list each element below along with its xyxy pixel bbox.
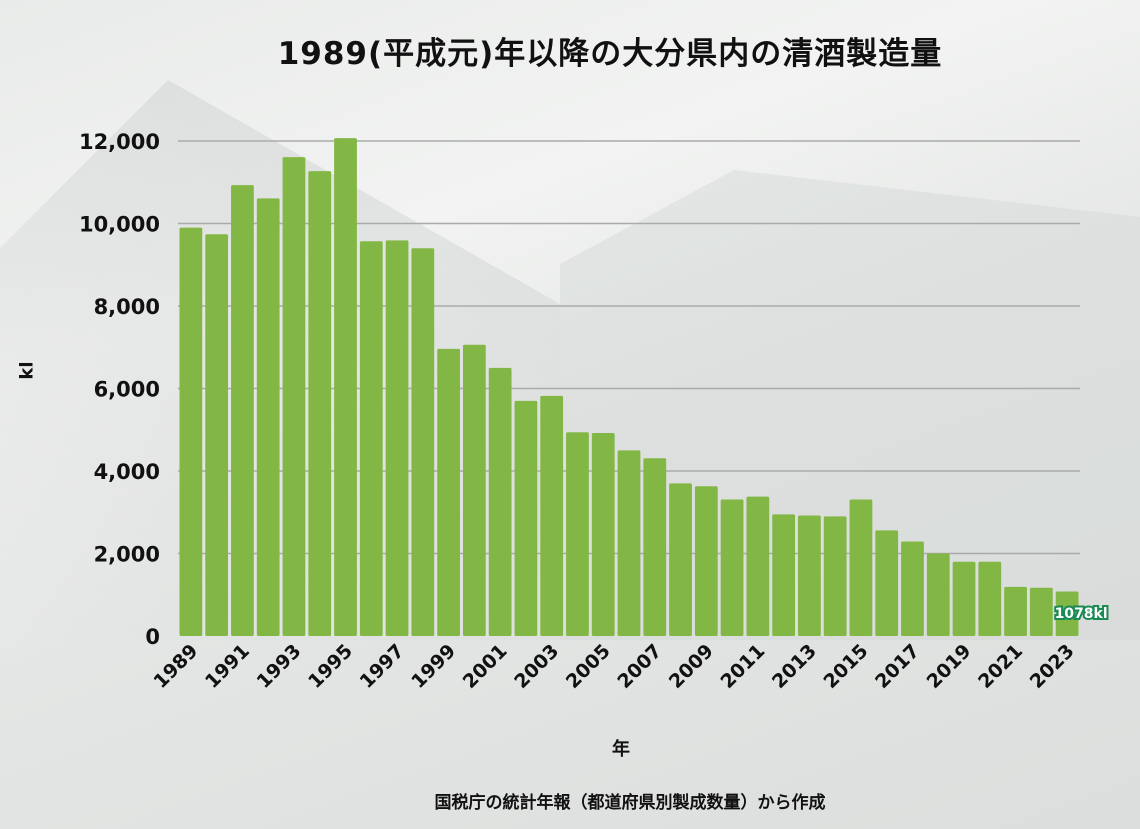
x-tick-label: 1997	[356, 640, 409, 693]
annotation-label: 1078kl	[1055, 606, 1108, 622]
y-tick-label: 4,000	[94, 460, 160, 484]
y-tick-label: 0	[145, 625, 160, 649]
bar-2002	[514, 400, 538, 636]
bar-2010	[720, 499, 744, 636]
bar-1989	[179, 227, 203, 636]
x-tick-label: 2021	[974, 640, 1027, 693]
bar-2019	[952, 561, 976, 636]
bar-1995	[334, 138, 357, 637]
bar-2004	[566, 432, 589, 636]
bar-1997	[385, 240, 409, 636]
bar-2005	[591, 433, 615, 636]
bar-1993	[282, 157, 306, 636]
bar-2011	[746, 496, 770, 636]
x-tick-label: 2005	[562, 640, 615, 693]
bar-1994	[308, 171, 332, 637]
x-tick-label: 2015	[820, 640, 873, 693]
y-tick-label: 2,000	[94, 543, 160, 567]
x-tick-label: 2009	[665, 640, 718, 693]
bar-1991	[231, 185, 254, 636]
bar-2007	[643, 458, 667, 636]
x-tick-label: 2011	[716, 640, 769, 693]
x-tick-label: 1991	[201, 640, 254, 693]
x-tick-label: 1993	[253, 640, 306, 693]
bar-2014	[823, 516, 847, 636]
bar-1990	[205, 234, 229, 636]
bar-2006	[617, 450, 641, 636]
x-tick-label: 2017	[871, 640, 924, 693]
x-tick-label: 2019	[923, 640, 976, 693]
bar-2009	[694, 486, 718, 636]
bar-2003	[540, 395, 564, 636]
bar-2015	[849, 499, 873, 636]
bar-2000	[462, 344, 486, 636]
x-axis-label: 年	[612, 739, 630, 760]
bar-2017	[901, 541, 924, 636]
x-tick-label: 2023	[1026, 640, 1079, 693]
y-tick-label: 6,000	[94, 378, 160, 402]
bar-1992	[256, 198, 280, 636]
x-tick-label: 2001	[459, 640, 512, 693]
bar-2021	[1004, 586, 1027, 636]
bar-2023	[1055, 591, 1079, 636]
bar-1998	[411, 248, 435, 636]
bar-2020	[978, 561, 1002, 636]
source-note: 国税庁の統計年報（都道府県別製成数量）から作成	[434, 793, 826, 813]
y-tick-label: 10,000	[79, 213, 160, 237]
bar-1996	[359, 241, 383, 637]
x-tick-label: 2007	[613, 640, 666, 693]
bar-2013	[798, 515, 821, 636]
bar-2008	[669, 483, 692, 636]
x-tick-label: 1995	[304, 640, 357, 693]
x-tick-label: 1999	[407, 640, 460, 693]
bar-2018	[926, 553, 950, 636]
chart-title: 1989(平成元)年以降の大分県内の清酒製造量	[277, 36, 943, 72]
y-tick-label: 12,000	[79, 130, 160, 154]
bar-2001	[488, 367, 512, 636]
x-tick-label: 2013	[768, 640, 821, 693]
y-axis-label: kl	[16, 361, 38, 380]
y-tick-label: 8,000	[94, 295, 160, 319]
bar-1999	[437, 348, 460, 636]
x-tick-label: 2003	[510, 640, 563, 693]
bar-2012	[772, 514, 796, 636]
bar-2016	[875, 530, 899, 636]
bar-2022	[1029, 587, 1053, 636]
